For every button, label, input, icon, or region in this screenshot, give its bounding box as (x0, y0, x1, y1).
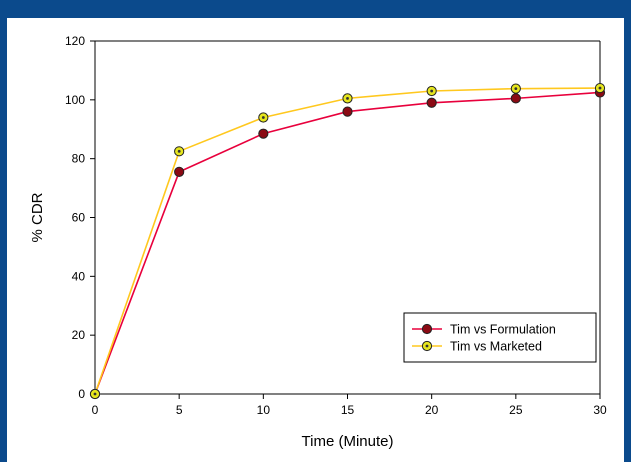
y-axis-title: % CDR (29, 192, 46, 242)
y-tick-label: 60 (72, 211, 86, 225)
legend-label-marketed: Tim vs Marketed (450, 340, 542, 354)
data-point-dot-marketed (514, 87, 518, 91)
legend-box (403, 312, 597, 363)
legend-marker-formulation (421, 323, 433, 335)
legend: Tim vs Formulation Tim vs Marketed (403, 312, 597, 363)
y-tick-label: 40 (72, 269, 86, 283)
x-tick-label: 10 (257, 403, 271, 417)
data-point-formulation (258, 128, 269, 139)
legend-entry-marketed: Tim vs Marketed (412, 340, 542, 354)
y-tick-label: 80 (72, 152, 86, 166)
x-tick-label: 15 (341, 403, 355, 417)
y-ticks: 0 20 40 60 80 100 120 (65, 34, 95, 401)
x-tick-label: 5 (176, 403, 183, 417)
data-point-formulation (426, 97, 437, 108)
x-axis-title: Time (Minute) (302, 433, 394, 450)
x-tick-label: 25 (509, 403, 523, 417)
data-point-formulation (174, 166, 185, 178)
x-ticks: 0 5 10 15 20 25 30 (92, 394, 607, 417)
y-tick-label: 0 (78, 387, 85, 401)
data-point-dot-marketed (261, 116, 265, 119)
data-point-dot-marketed (598, 86, 602, 90)
x-tick-label: 20 (425, 403, 439, 417)
data-point-formulation (510, 93, 521, 104)
x-tick-label: 0 (92, 403, 99, 417)
legend-marker-dot-marketed (425, 344, 429, 348)
legend-label-formulation: Tim vs Formulation (450, 323, 556, 337)
data-point-dot-marketed (93, 392, 97, 396)
data-point-formulation (342, 106, 353, 117)
y-tick-label: 120 (65, 34, 85, 48)
data-point-dot-marketed (177, 149, 181, 153)
data-point-dot-marketed (346, 96, 349, 100)
y-tick-label: 100 (65, 93, 85, 107)
x-tick-label: 30 (593, 403, 607, 417)
y-tick-label: 20 (72, 328, 86, 342)
series-group (89, 82, 606, 400)
legend-entry-formulation: Tim vs Formulation (412, 323, 556, 337)
data-point-dot-marketed (430, 89, 434, 93)
